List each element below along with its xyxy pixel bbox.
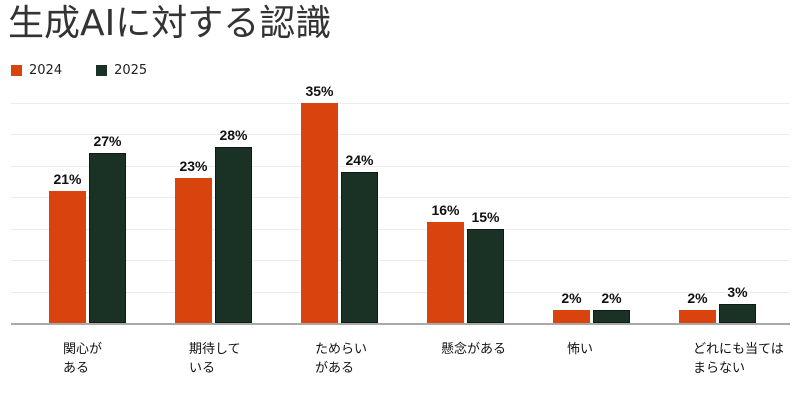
- bar-2025: [341, 172, 378, 323]
- category-label: どれにも当ては まらない: [693, 342, 784, 376]
- gridline: [11, 229, 790, 230]
- category-label: 怖い: [567, 342, 594, 357]
- bar-2024: [679, 310, 716, 323]
- legend-swatch-2024: [11, 65, 22, 76]
- legend-label-2024: 2024: [29, 63, 63, 78]
- category-label: 関心が ある: [63, 342, 103, 376]
- value-label: 21%: [53, 171, 82, 187]
- value-label: 2%: [687, 290, 708, 306]
- chart-title: 生成AIに対する認識: [8, 3, 332, 44]
- value-label: 24%: [345, 152, 374, 168]
- legend-label-2025: 2025: [114, 63, 148, 78]
- value-label: 28%: [219, 127, 248, 143]
- bar-2025: [89, 153, 126, 323]
- category-label: 懸念がある: [441, 342, 507, 357]
- gridline: [11, 292, 790, 293]
- bar-2024: [553, 310, 590, 323]
- value-label: 35%: [305, 83, 334, 99]
- gridline: [11, 166, 790, 167]
- bar-2024: [49, 191, 86, 323]
- gridline: [11, 103, 790, 104]
- value-label: 16%: [431, 202, 460, 218]
- x-axis-baseline: [11, 323, 790, 325]
- bar-2025: [215, 147, 252, 323]
- value-label: 27%: [93, 133, 122, 149]
- value-label: 15%: [471, 209, 500, 225]
- value-label: 2%: [601, 290, 622, 306]
- gridline: [11, 197, 790, 198]
- value-label: 3%: [727, 284, 748, 300]
- legend-item-2024: 2024: [11, 63, 62, 78]
- bar-2024: [427, 222, 464, 323]
- legend: 2024 2025: [11, 63, 181, 78]
- category-label: 期待して いる: [189, 342, 241, 376]
- bar-2025: [719, 304, 756, 323]
- value-label: 2%: [561, 290, 582, 306]
- plot-area: 21% 27% 関心が ある 23% 28% 期待して いる 35% 24% ためらい がある 16% 1…: [11, 0, 790, 401]
- category-label: ためらい がある: [315, 342, 368, 376]
- legend-swatch-2025: [96, 65, 108, 76]
- bar-2024: [175, 178, 212, 323]
- bar-2025: [467, 229, 504, 323]
- gridline: [11, 260, 790, 261]
- gridline: [11, 134, 790, 135]
- bar-2025: [593, 310, 630, 323]
- value-label: 23%: [179, 158, 208, 174]
- bar-2024: [301, 103, 338, 323]
- legend-item-2025: 2025: [96, 63, 147, 78]
